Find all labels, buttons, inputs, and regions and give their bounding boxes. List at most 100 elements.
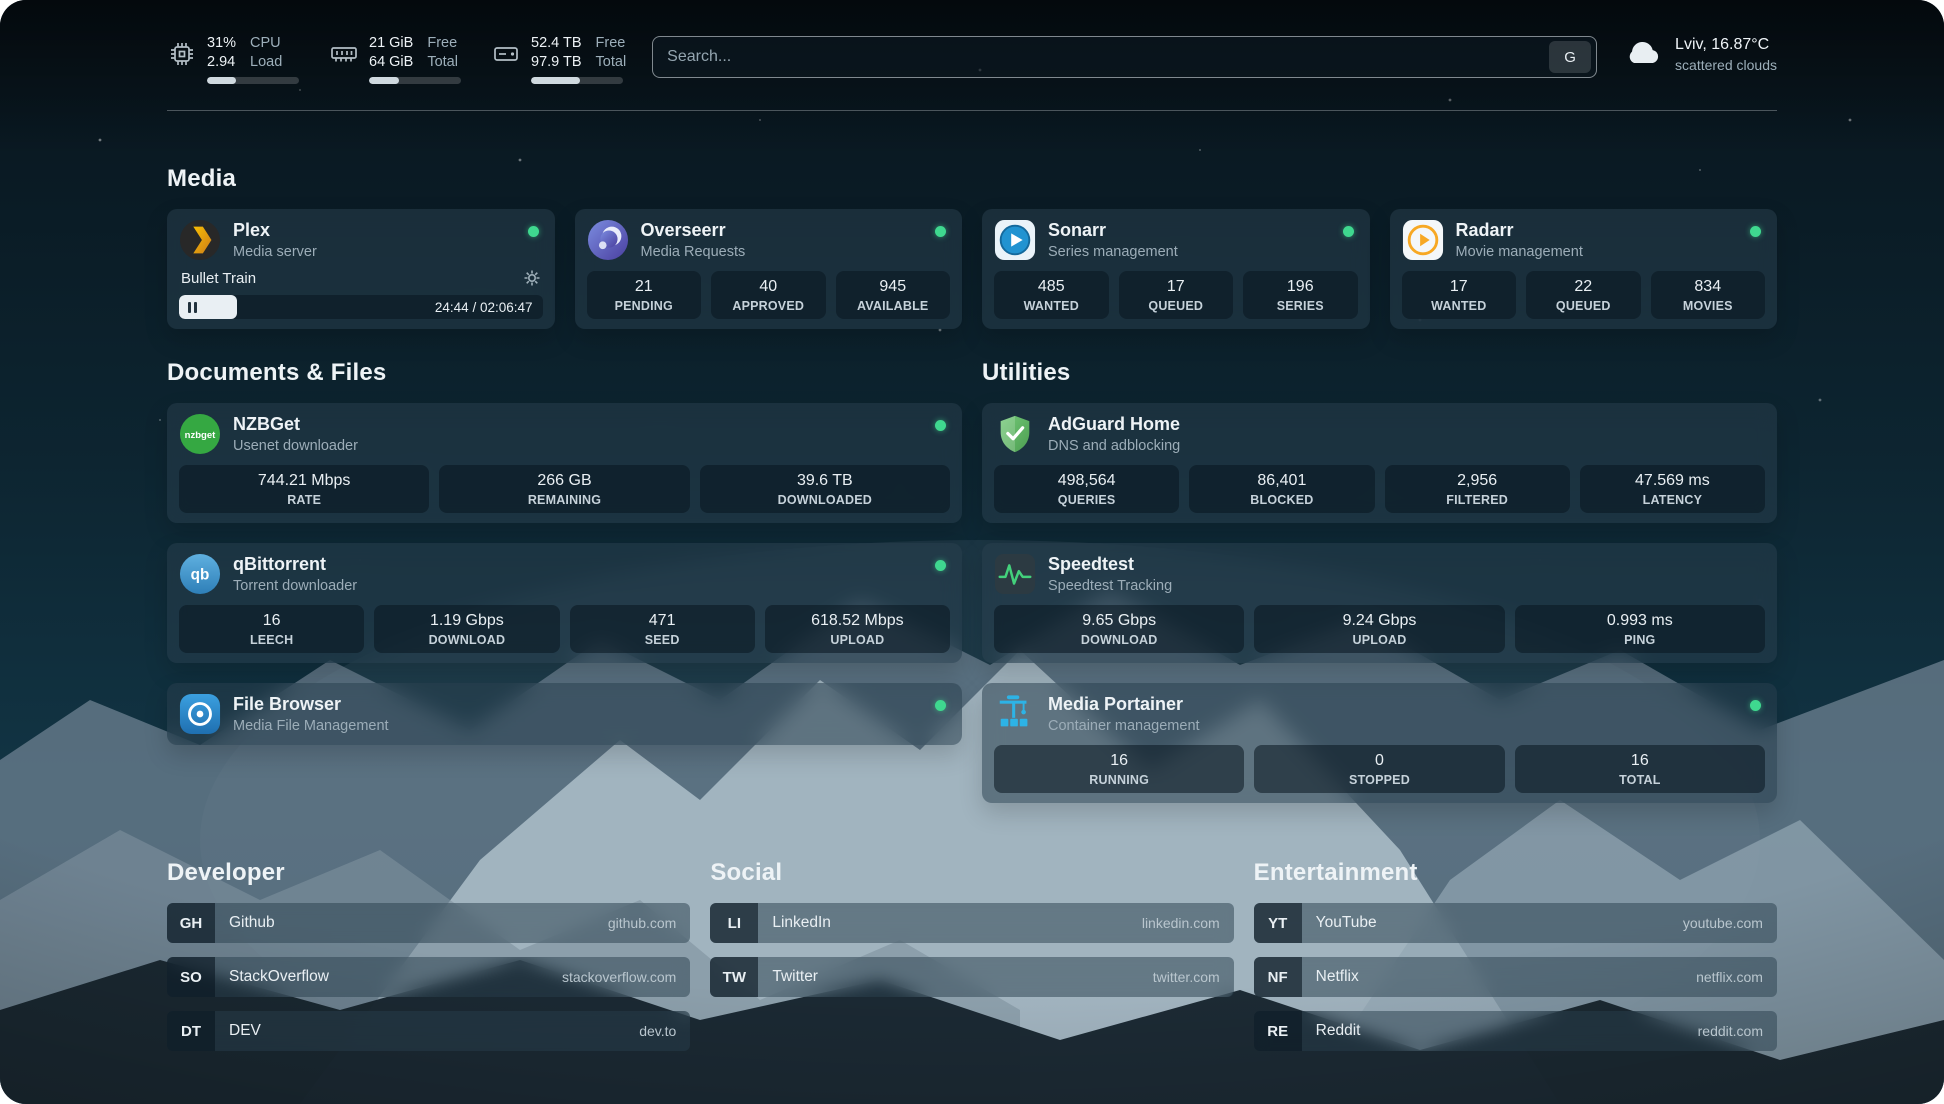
service-subtitle: Speedtest Tracking bbox=[1048, 577, 1173, 594]
plex-icon bbox=[179, 219, 221, 261]
service-subtitle: Media File Management bbox=[233, 717, 389, 734]
bookmark-youtube[interactable]: YT YouTube youtube.com bbox=[1253, 903, 1777, 944]
settings-gear-icon[interactable] bbox=[523, 269, 541, 287]
cpu-load-value: 2.94 bbox=[207, 53, 236, 70]
service-name: Overseerr bbox=[640, 220, 726, 241]
service-name: NZBGet bbox=[233, 414, 300, 435]
search-provider-button[interactable]: G bbox=[1549, 41, 1592, 73]
stat-wanted: 17 WANTED bbox=[1401, 271, 1516, 320]
disk-progress-fill bbox=[531, 77, 580, 85]
memory-total-value: 64 GiB bbox=[369, 53, 414, 70]
status-dot bbox=[935, 560, 946, 572]
bookmark-reddit[interactable]: RE Reddit reddit.com bbox=[1253, 1011, 1777, 1052]
bookmark-linkedin[interactable]: LI LinkedIn linkedin.com bbox=[710, 903, 1234, 944]
status-dot bbox=[935, 226, 946, 238]
service-card-portainer[interactable]: Media Portainer Container management 16 R… bbox=[982, 683, 1777, 804]
bookmark-abbr: YT bbox=[1253, 903, 1302, 944]
stat-download: 1.19 Gbps DOWNLOAD bbox=[374, 605, 560, 654]
service-card-overseerr[interactable]: Overseerr Media Requests 21 PENDING 40 APP… bbox=[574, 209, 962, 330]
stat-pending: 21 PENDING bbox=[586, 271, 701, 320]
stat-latency: 47.569 ms LATENCY bbox=[1579, 465, 1765, 514]
header-divider bbox=[167, 110, 1777, 112]
bookmark-domain: netflix.com bbox=[1696, 969, 1763, 986]
stat-stopped: 0 STOPPED bbox=[1254, 745, 1505, 794]
bookmark-name: StackOverflow bbox=[229, 968, 329, 986]
stat-downloaded: 39.6 TB DOWNLOADED bbox=[699, 465, 950, 514]
stat-series: 196 SERIES bbox=[1243, 271, 1358, 320]
service-subtitle: Media server bbox=[233, 243, 317, 260]
stat-upload: 9.24 Gbps UPLOAD bbox=[1254, 605, 1505, 654]
disk-widget: 52.4 TB 97.9 TB Free Total bbox=[491, 34, 626, 85]
section-title-media: Media bbox=[167, 165, 237, 193]
memory-free-label: Free bbox=[427, 35, 458, 51]
bookmark-abbr: RE bbox=[1253, 1011, 1302, 1052]
cpu-progress-fill bbox=[207, 77, 236, 85]
stat-running: 16 RUNNING bbox=[994, 745, 1245, 794]
service-name: Speedtest bbox=[1048, 554, 1135, 575]
status-dot bbox=[1342, 226, 1354, 238]
stat-queries: 498,564 QUERIES bbox=[994, 465, 1180, 514]
service-card-filebrowser[interactable]: File Browser Media File Management bbox=[167, 683, 962, 746]
bookmark-domain: youtube.com bbox=[1682, 915, 1763, 932]
bookmark-name: DEV bbox=[229, 1022, 261, 1040]
playback-progress-bar[interactable]: 24:44 / 02:06:47 bbox=[179, 295, 543, 320]
section-documents: Documents & Files nzbget bbox=[167, 359, 962, 746]
stat-seed: 471 SEED bbox=[569, 605, 755, 654]
service-subtitle: Media Requests bbox=[640, 243, 746, 260]
service-name: File Browser bbox=[233, 694, 342, 715]
service-card-nzbget[interactable]: nzbget NZBGet Usenet downloader 74 bbox=[167, 403, 962, 524]
bookmark-name: Github bbox=[229, 914, 275, 932]
cpu-icon bbox=[167, 39, 197, 84]
bookmark-domain: twitter.com bbox=[1152, 969, 1220, 986]
service-name: Media Portainer bbox=[1048, 694, 1184, 715]
bookmark-netflix[interactable]: NF Netflix netflix.com bbox=[1253, 957, 1777, 998]
memory-progress-fill bbox=[369, 77, 400, 85]
section-utilities: Utilities bbox=[982, 359, 1777, 804]
overseerr-icon bbox=[587, 219, 629, 261]
disk-icon bbox=[491, 39, 521, 84]
memory-progress-bar bbox=[369, 77, 461, 85]
media-grid: Plex Media server Bullet Train bbox=[167, 209, 1777, 330]
bookmark-stackoverflow[interactable]: SO StackOverflow stackoverflow.com bbox=[167, 957, 691, 998]
service-card-sonarr[interactable]: Sonarr Series management 485 WANTED 17 QUE… bbox=[982, 209, 1370, 330]
bookmark-abbr: NF bbox=[1253, 957, 1302, 998]
playback-progress-fill[interactable] bbox=[179, 295, 238, 320]
status-dot bbox=[1750, 226, 1761, 238]
status-dot bbox=[935, 420, 946, 432]
service-card-radarr[interactable]: Radarr Movie management 17 WANTED 22 QUEUE… bbox=[1389, 209, 1777, 330]
nzbget-icon: nzbget bbox=[179, 413, 221, 455]
speedtest-icon bbox=[994, 553, 1036, 595]
service-card-adguard[interactable]: AdGuard Home DNS and adblocking 498,564 Q… bbox=[982, 403, 1777, 524]
bookmark-dev[interactable]: DT DEV dev.to bbox=[167, 1011, 691, 1052]
service-subtitle: Container management bbox=[1048, 717, 1200, 734]
bookmark-name: YouTube bbox=[1315, 914, 1377, 932]
search-input[interactable] bbox=[667, 48, 1550, 66]
memory-total-label: Total bbox=[427, 53, 458, 70]
stat-rate: 744.21 Mbps RATE bbox=[179, 465, 430, 514]
bookmark-name: Reddit bbox=[1315, 1022, 1361, 1040]
resource-widgets: 31% 2.94 CPU Load bbox=[167, 34, 626, 85]
section-title-social: Social bbox=[710, 859, 783, 887]
stat-queued: 17 QUEUED bbox=[1118, 271, 1233, 320]
sonarr-icon bbox=[994, 219, 1036, 261]
service-subtitle: Usenet downloader bbox=[233, 437, 358, 454]
bookmark-github[interactable]: GH Github github.com bbox=[167, 903, 691, 944]
bookmark-twitter[interactable]: TW Twitter twitter.com bbox=[710, 957, 1234, 998]
memory-free-value: 21 GiB bbox=[369, 35, 414, 51]
service-card-plex[interactable]: Plex Media server Bullet Train bbox=[167, 209, 555, 330]
playback-time: 24:44 / 02:06:47 bbox=[434, 299, 533, 315]
service-card-speedtest[interactable]: Speedtest Speedtest Tracking 9.65 Gbps DO… bbox=[982, 543, 1777, 664]
stat-download: 9.65 Gbps DOWNLOAD bbox=[994, 605, 1245, 654]
weather-widget: Lviv, 16.87°C scattered clouds bbox=[1623, 36, 1777, 73]
bookmark-name: Twitter bbox=[772, 968, 818, 986]
stat-ping: 0.993 ms PING bbox=[1514, 605, 1765, 654]
service-name: qBittorrent bbox=[233, 554, 326, 575]
service-name: Sonarr bbox=[1048, 220, 1107, 241]
svg-text:qb: qb bbox=[191, 567, 210, 584]
stat-filtered: 2,956 FILTERED bbox=[1384, 465, 1570, 514]
bookmark-domain: github.com bbox=[607, 915, 677, 932]
stat-wanted: 485 WANTED bbox=[994, 271, 1109, 320]
svg-text:nzbget: nzbget bbox=[185, 430, 217, 441]
service-card-qbittorrent[interactable]: qb qBittorrent Torrent downloader bbox=[167, 543, 962, 664]
search-bar: G bbox=[652, 36, 1598, 78]
